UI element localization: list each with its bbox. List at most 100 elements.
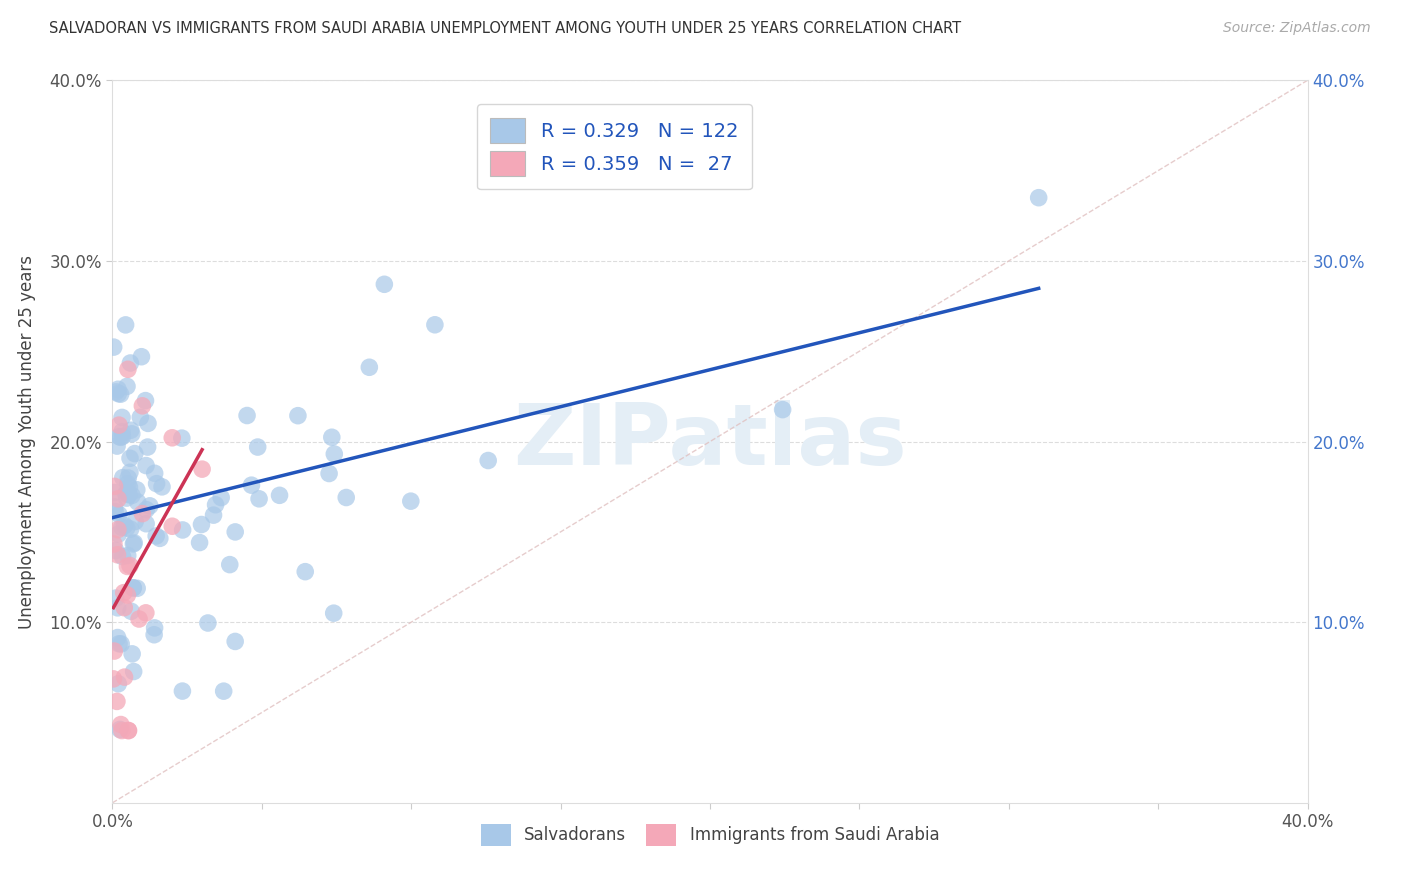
Point (103, 479, 125, 493)
Point (103, 485, 125, 500)
Point (107, 600, 129, 615)
Point (131, 507, 153, 521)
Point (143, 628, 166, 642)
Point (124, 515, 146, 529)
Point (373, 277, 395, 292)
Point (105, 694, 128, 708)
Point (122, 536, 145, 550)
Text: ZIPatlas: ZIPatlas (513, 400, 907, 483)
Point (125, 483, 148, 497)
Point (118, 451, 141, 466)
Point (135, 516, 157, 531)
Point (108, 637, 131, 651)
Point (321, 430, 343, 444)
Point (477, 453, 499, 467)
Point (122, 665, 145, 679)
Point (115, 491, 138, 505)
Point (129, 410, 152, 425)
Point (103, 340, 125, 354)
Point (224, 524, 246, 539)
Point (120, 522, 142, 536)
Point (105, 384, 128, 399)
Point (117, 471, 139, 485)
Point (104, 591, 127, 606)
Point (114, 518, 136, 533)
Point (118, 480, 141, 494)
Point (104, 500, 127, 514)
Point (190, 517, 212, 532)
Point (149, 532, 172, 546)
Point (111, 520, 134, 534)
Point (139, 499, 162, 513)
Point (114, 670, 136, 684)
Point (122, 581, 145, 595)
Point (108, 429, 131, 443)
Point (287, 409, 309, 423)
Point (107, 491, 129, 506)
Point (112, 585, 135, 599)
Point (143, 467, 166, 481)
Point (162, 431, 183, 445)
Point (107, 677, 129, 691)
Point (197, 615, 219, 630)
Point (117, 588, 139, 602)
Point (117, 559, 139, 574)
Point (143, 621, 166, 635)
Point (107, 548, 129, 562)
Y-axis label: Unemployment Among Youth under 25 years: Unemployment Among Youth under 25 years (18, 254, 35, 629)
Point (136, 440, 159, 454)
Point (108, 508, 131, 522)
Point (423, 318, 446, 332)
Point (359, 360, 381, 375)
Point (127, 495, 149, 509)
Point (117, 362, 139, 376)
Point (121, 647, 143, 661)
Point (117, 476, 139, 491)
Legend: Salvadorans, Immigrants from Saudi Arabia: Salvadorans, Immigrants from Saudi Arabi… (474, 818, 946, 852)
Point (127, 582, 149, 596)
Point (131, 399, 153, 413)
Point (212, 684, 235, 698)
Point (121, 488, 143, 502)
Point (204, 498, 226, 512)
Point (145, 529, 167, 543)
Point (145, 476, 167, 491)
Point (110, 430, 132, 444)
Point (115, 487, 138, 501)
Point (131, 350, 153, 364)
Point (111, 410, 134, 425)
Point (115, 521, 138, 535)
Point (111, 425, 134, 439)
Point (110, 637, 132, 651)
Point (246, 440, 269, 454)
Point (108, 418, 131, 433)
Point (128, 612, 150, 626)
Point (110, 717, 132, 731)
Point (104, 543, 127, 558)
Point (335, 491, 357, 505)
Point (115, 379, 138, 393)
Point (118, 488, 141, 502)
Text: SALVADORAN VS IMMIGRANTS FROM SAUDI ARABIA UNEMPLOYMENT AMONG YOUTH UNDER 25 YEA: SALVADORAN VS IMMIGRANTS FROM SAUDI ARAB… (49, 21, 962, 37)
Point (117, 549, 139, 563)
Point (107, 527, 129, 541)
Point (318, 467, 340, 481)
Point (202, 508, 225, 522)
Point (114, 318, 136, 332)
Point (135, 606, 157, 620)
Point (107, 523, 129, 537)
Point (134, 393, 156, 408)
Point (105, 439, 128, 453)
Point (236, 409, 259, 423)
Point (111, 429, 134, 443)
Point (135, 502, 157, 516)
Point (399, 494, 422, 508)
Point (108, 723, 131, 737)
Point (120, 423, 142, 437)
Point (172, 523, 194, 537)
Point (323, 447, 346, 461)
Point (240, 478, 263, 492)
Point (112, 600, 135, 615)
Point (104, 505, 127, 519)
Point (1028, 191, 1050, 205)
